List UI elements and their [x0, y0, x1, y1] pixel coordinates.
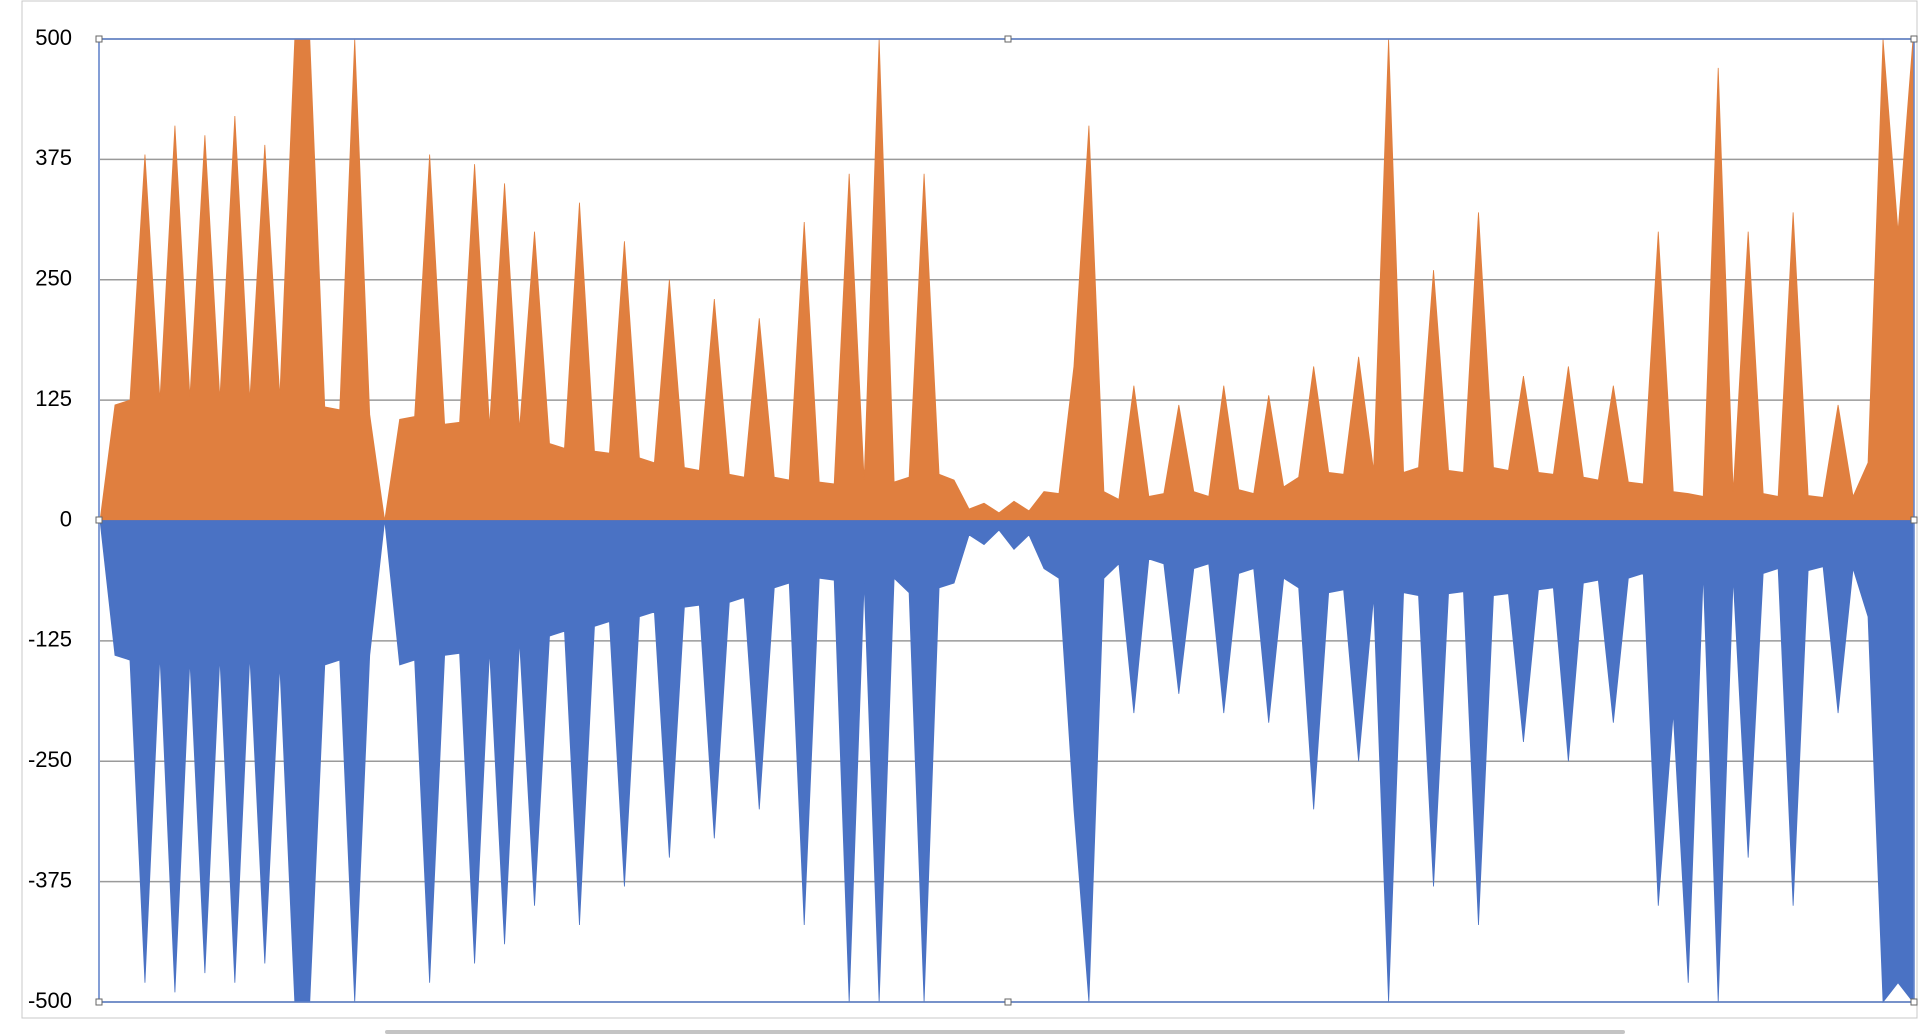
y-tick-label: -500 [28, 988, 72, 1013]
selection-handles [95, 35, 1918, 1006]
y-tick-label: 500 [35, 25, 72, 50]
y-tick-label: 250 [35, 266, 72, 291]
area-series [99, 38, 1914, 521]
y-tick-label: 375 [35, 145, 72, 170]
plot-area [99, 38, 1914, 1004]
y-tick-label: 125 [35, 386, 72, 411]
scrollbar[interactable] [385, 1030, 1625, 1034]
area-series [99, 520, 1914, 1004]
y-tick-label: 0 [60, 506, 72, 531]
y-tick-label: -125 [28, 627, 72, 652]
y-tick-label: -375 [28, 867, 72, 892]
y-tick-label: -250 [28, 747, 72, 772]
